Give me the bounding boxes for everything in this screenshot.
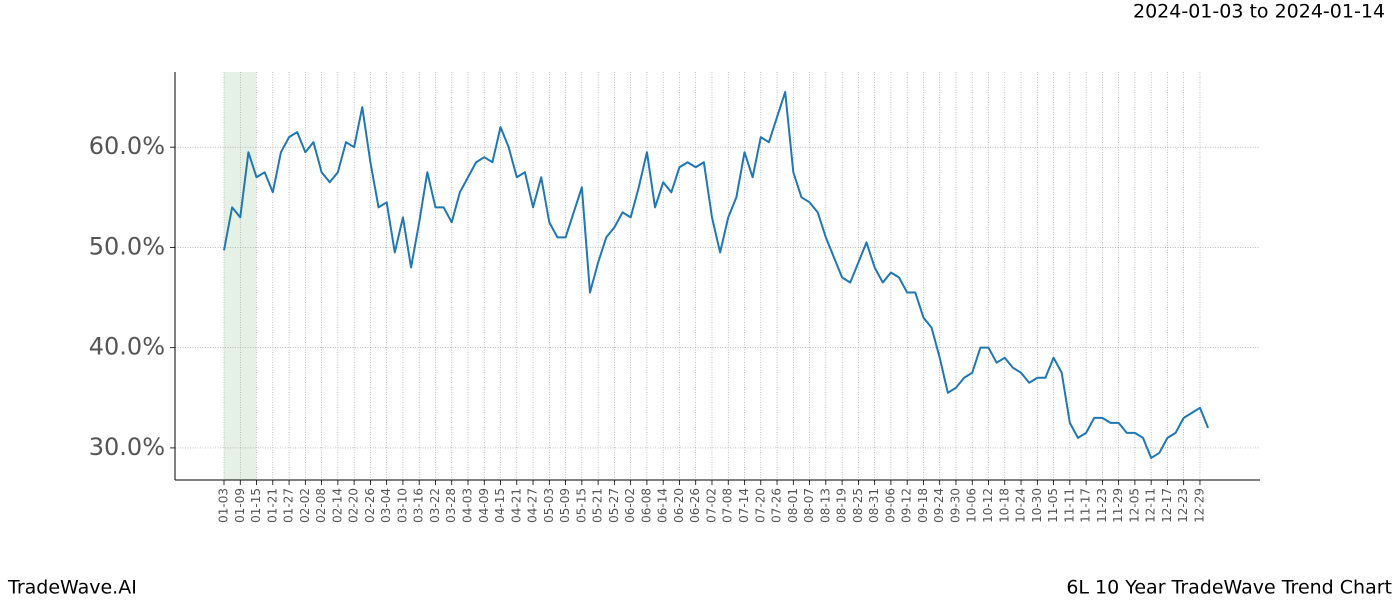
x-tick-label: 07-02 [704,488,718,523]
chart-title: 2024-01-03 to 2024-01-14 [1133,1,1385,23]
x-tick-label: 12-11 [1144,488,1158,523]
x-tick-label: 03-10 [395,488,409,523]
x-tick-label: 04-21 [509,488,523,523]
x-tick-label: 12-17 [1160,488,1174,523]
x-tick-label: 05-03 [542,488,556,523]
x-tick-label: 08-25 [851,488,865,523]
x-tick-label: 07-14 [737,488,751,523]
x-tick-label: 08-31 [867,488,881,523]
x-tick-label: 09-18 [916,488,930,523]
x-tick-label: 08-13 [818,488,832,523]
x-tick-label: 01-15 [249,488,263,523]
x-tick-label: 03-04 [379,488,393,523]
x-tick-label: 04-03 [460,488,474,523]
x-tick-label: 10-24 [1014,488,1028,523]
x-tick-label: 01-03 [217,488,231,523]
x-tick-label: 11-11 [1062,488,1076,523]
x-tick-label: 05-15 [574,488,588,523]
x-tick-label: 01-27 [282,488,296,523]
x-tick-label: 07-26 [770,488,784,523]
trend-line [223,91,1210,459]
x-tick-label: 12-29 [1192,488,1206,523]
y-tick-label: 40.0% [89,333,165,361]
x-tick-label: 06-20 [672,488,686,523]
x-tick-label: 11-05 [1046,488,1060,523]
x-tick-label: 06-14 [656,488,670,523]
y-tick-label: 50.0% [89,232,165,260]
footer-left: TradeWave.AI [7,577,137,599]
x-tick-label: 10-18 [997,488,1011,523]
x-tick-label: 01-21 [265,488,279,523]
x-tick-label: 10-12 [981,488,995,523]
x-tick-label: 08-01 [786,488,800,523]
x-tick-label: 10-06 [965,488,979,523]
x-tick-label: 03-22 [428,488,442,523]
x-tick-label: 11-17 [1079,488,1093,523]
x-tick-label: 09-30 [948,488,962,523]
footer-right: 6L 10 Year TradeWave Trend Chart [1066,577,1392,599]
x-tick-label: 07-08 [721,488,735,523]
x-tick-label: 12-05 [1127,488,1141,523]
x-tick-label: 03-28 [444,488,458,523]
x-tick-label: 10-30 [1030,488,1044,523]
x-tick-label: 06-02 [623,488,637,523]
x-tick-label: 02-14 [330,488,344,523]
x-tick-label: 07-20 [753,488,767,523]
x-tick-label: 05-21 [591,488,605,523]
x-tick-label: 11-23 [1095,488,1109,523]
x-tick-label: 06-26 [688,488,702,523]
x-tick-label: 04-09 [477,488,491,523]
x-tick-label: 03-16 [412,488,426,523]
x-tick-label: 04-15 [493,488,507,523]
x-tick-label: 08-07 [802,488,816,523]
x-tick-label: 02-08 [314,488,328,523]
x-tick-label: 11-29 [1111,488,1125,523]
x-tick-label: 05-09 [558,488,572,523]
x-tick-label: 02-20 [347,488,361,523]
y-tick-label: 60.0% [89,132,165,160]
x-tick-label: 06-08 [639,488,653,523]
x-tick-label: 09-06 [883,488,897,523]
x-tick-label: 09-12 [900,488,914,523]
x-tick-label: 09-24 [932,488,946,523]
x-tick-label: 02-02 [298,488,312,523]
x-tick-label: 05-27 [607,488,621,523]
highlight-band [224,72,256,480]
y-tick-label: 30.0% [89,433,165,461]
x-tick-label: 02-26 [363,488,377,523]
x-tick-label: 12-23 [1176,488,1190,523]
x-tick-label: 01-09 [233,488,247,523]
x-tick-label: 08-19 [835,488,849,523]
x-tick-label: 04-27 [526,488,540,523]
